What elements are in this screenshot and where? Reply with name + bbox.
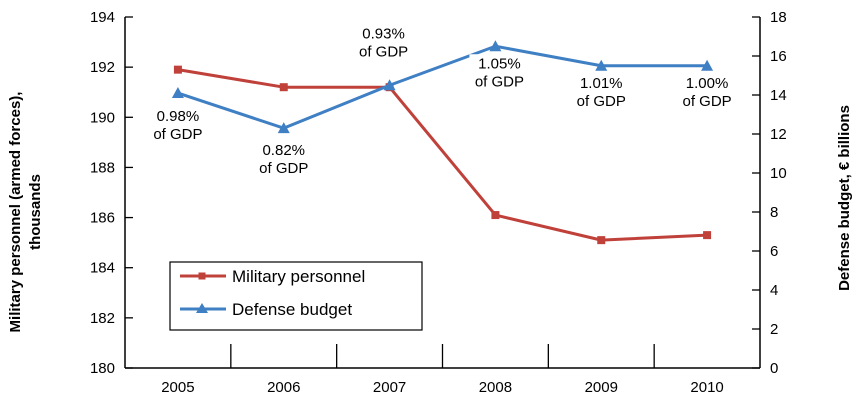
- x-tick-label: 2010: [690, 379, 723, 396]
- gdp-annotation-label: of GDP: [475, 73, 524, 90]
- right-tick-label: 2: [770, 321, 778, 338]
- x-tick-label: 2005: [161, 379, 194, 396]
- gdp-annotation-percent: 1.00%: [686, 75, 729, 92]
- x-tick-label: 2009: [585, 379, 618, 396]
- gdp-annotation-bg: [147, 107, 208, 146]
- series-layer: [171, 40, 714, 245]
- x-tick-label: 2006: [267, 379, 300, 396]
- gdp-annotation-percent: 1.01%: [580, 75, 623, 92]
- left-tick-label: 180: [90, 360, 115, 377]
- x-tick-label: 2008: [479, 379, 512, 396]
- legend-label-personnel: Military personnel: [232, 267, 365, 286]
- right-tick-label: 4: [770, 282, 778, 299]
- military-personnel-point: [279, 83, 288, 92]
- right-tick-label: 16: [770, 48, 787, 65]
- left-tick-label: 190: [90, 109, 115, 126]
- right-tick-label: 18: [770, 9, 787, 26]
- legend-label-budget: Defense budget: [232, 300, 352, 319]
- defense-budget-point: [277, 122, 290, 134]
- left-axis-title-line1: Military personnel (armed forces),: [7, 92, 24, 333]
- gdp-annotation-bg: [571, 73, 632, 112]
- defense-budget-point: [171, 87, 184, 99]
- gdp-annotation-label: of GDP: [259, 160, 308, 177]
- military-personnel-line: [177, 68, 708, 242]
- gdp-annotation-label: of GDP: [359, 43, 408, 60]
- gdp-annotation-percent: 0.82%: [262, 142, 305, 159]
- gdp-annotation-percent: 0.93%: [362, 25, 405, 42]
- defense-budget-point: [383, 79, 396, 91]
- left-tick-label: 188: [90, 159, 115, 176]
- right-tick-label: 12: [770, 126, 787, 143]
- left-tick-label: 194: [90, 9, 115, 26]
- left-axis-title-line2: thousands: [27, 174, 44, 250]
- defense-budget-point: [595, 59, 608, 71]
- gdp-annotation-bg: [677, 73, 738, 112]
- defense-budget-line: [177, 44, 708, 130]
- gdp-annotation-percent: 0.98%: [157, 108, 200, 125]
- right-tick-label: 10: [770, 165, 787, 182]
- left-tick-label: 192: [90, 59, 115, 76]
- military-personnel-point: [173, 65, 182, 74]
- right-tick-label: 14: [770, 87, 787, 104]
- gdp-annotation-label: of GDP: [153, 126, 202, 143]
- right-tick-label: 0: [770, 360, 778, 377]
- legend: Military personnel Defense budget: [169, 261, 423, 331]
- right-axis-title: Defense budget, € billions: [836, 105, 853, 291]
- x-tick-label: 2007: [373, 379, 406, 396]
- left-tick-label: 186: [90, 210, 115, 227]
- left-tick-label: 184: [90, 260, 115, 277]
- military-personnel-point: [597, 236, 606, 245]
- defense-budget-point: [489, 40, 502, 52]
- gdp-annotation-label: of GDP: [682, 93, 731, 110]
- x-axis-ticks: 2005 2006 2007 2008 2009 2010: [161, 344, 724, 396]
- legend-marker-budget: [196, 303, 208, 313]
- legend-marker-personnel: [198, 272, 206, 280]
- left-tick-label: 182: [90, 310, 115, 327]
- gdp-annotation-percent: 1.05%: [478, 55, 521, 72]
- legend-box: [169, 261, 423, 331]
- right-tick-label: 6: [770, 243, 778, 260]
- defense-budget-point: [701, 59, 714, 71]
- gdp-annotation-label: of GDP: [577, 93, 626, 110]
- right-tick-label: 8: [770, 204, 778, 221]
- military-personnel-point: [703, 231, 712, 240]
- military-personnel-point: [491, 211, 500, 220]
- gdp-annotation-bg: [469, 54, 530, 93]
